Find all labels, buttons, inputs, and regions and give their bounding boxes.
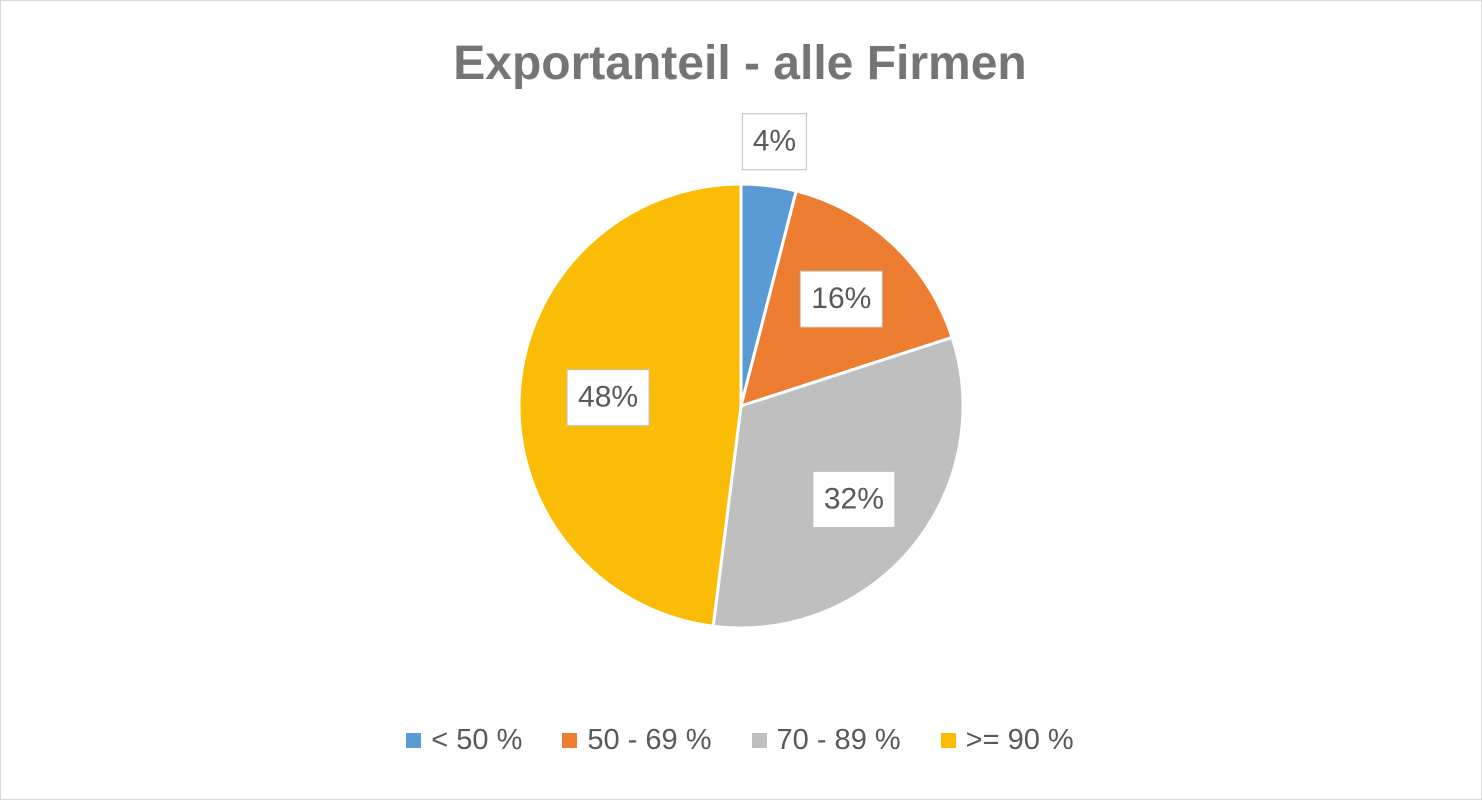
legend-item-3: 70 - 89 %	[751, 724, 901, 757]
data-label-1: 4%	[741, 113, 807, 171]
chart-legend: < 50 % 50 - 69 % 70 - 89 % >= 90 %	[0, 724, 1480, 757]
legend-swatch-1	[406, 733, 422, 748]
data-label-3: 32%	[812, 470, 896, 528]
chart-title: Exportanteil - alle Firmen	[453, 37, 1027, 90]
legend-label-1: < 50 %	[431, 724, 523, 756]
data-label-box-4	[566, 369, 650, 427]
data-label-box-3	[812, 470, 896, 528]
legend-label-2: 50 - 69 %	[587, 724, 712, 756]
legend-item-4: >= 90 %	[940, 724, 1074, 757]
legend-label-3: 70 - 89 %	[776, 724, 901, 756]
data-label-4: 48%	[566, 369, 650, 427]
data-label-text-4: 48%	[578, 381, 638, 414]
data-label-2: 16%	[799, 270, 883, 328]
legend-item-1: < 50 %	[406, 724, 522, 757]
legend-swatch-4	[940, 733, 956, 748]
legend-swatch-3	[751, 733, 767, 748]
legend-swatch-2	[562, 733, 578, 748]
data-label-text-1: 4%	[753, 125, 796, 158]
data-label-text-2: 16%	[811, 282, 871, 315]
legend-item-2: 50 - 69 %	[562, 724, 712, 757]
data-label-box-2	[799, 270, 883, 328]
data-label-box-1	[741, 113, 807, 171]
data-label-text-3: 32%	[824, 482, 884, 515]
legend-label-4: >= 90 %	[965, 724, 1074, 756]
